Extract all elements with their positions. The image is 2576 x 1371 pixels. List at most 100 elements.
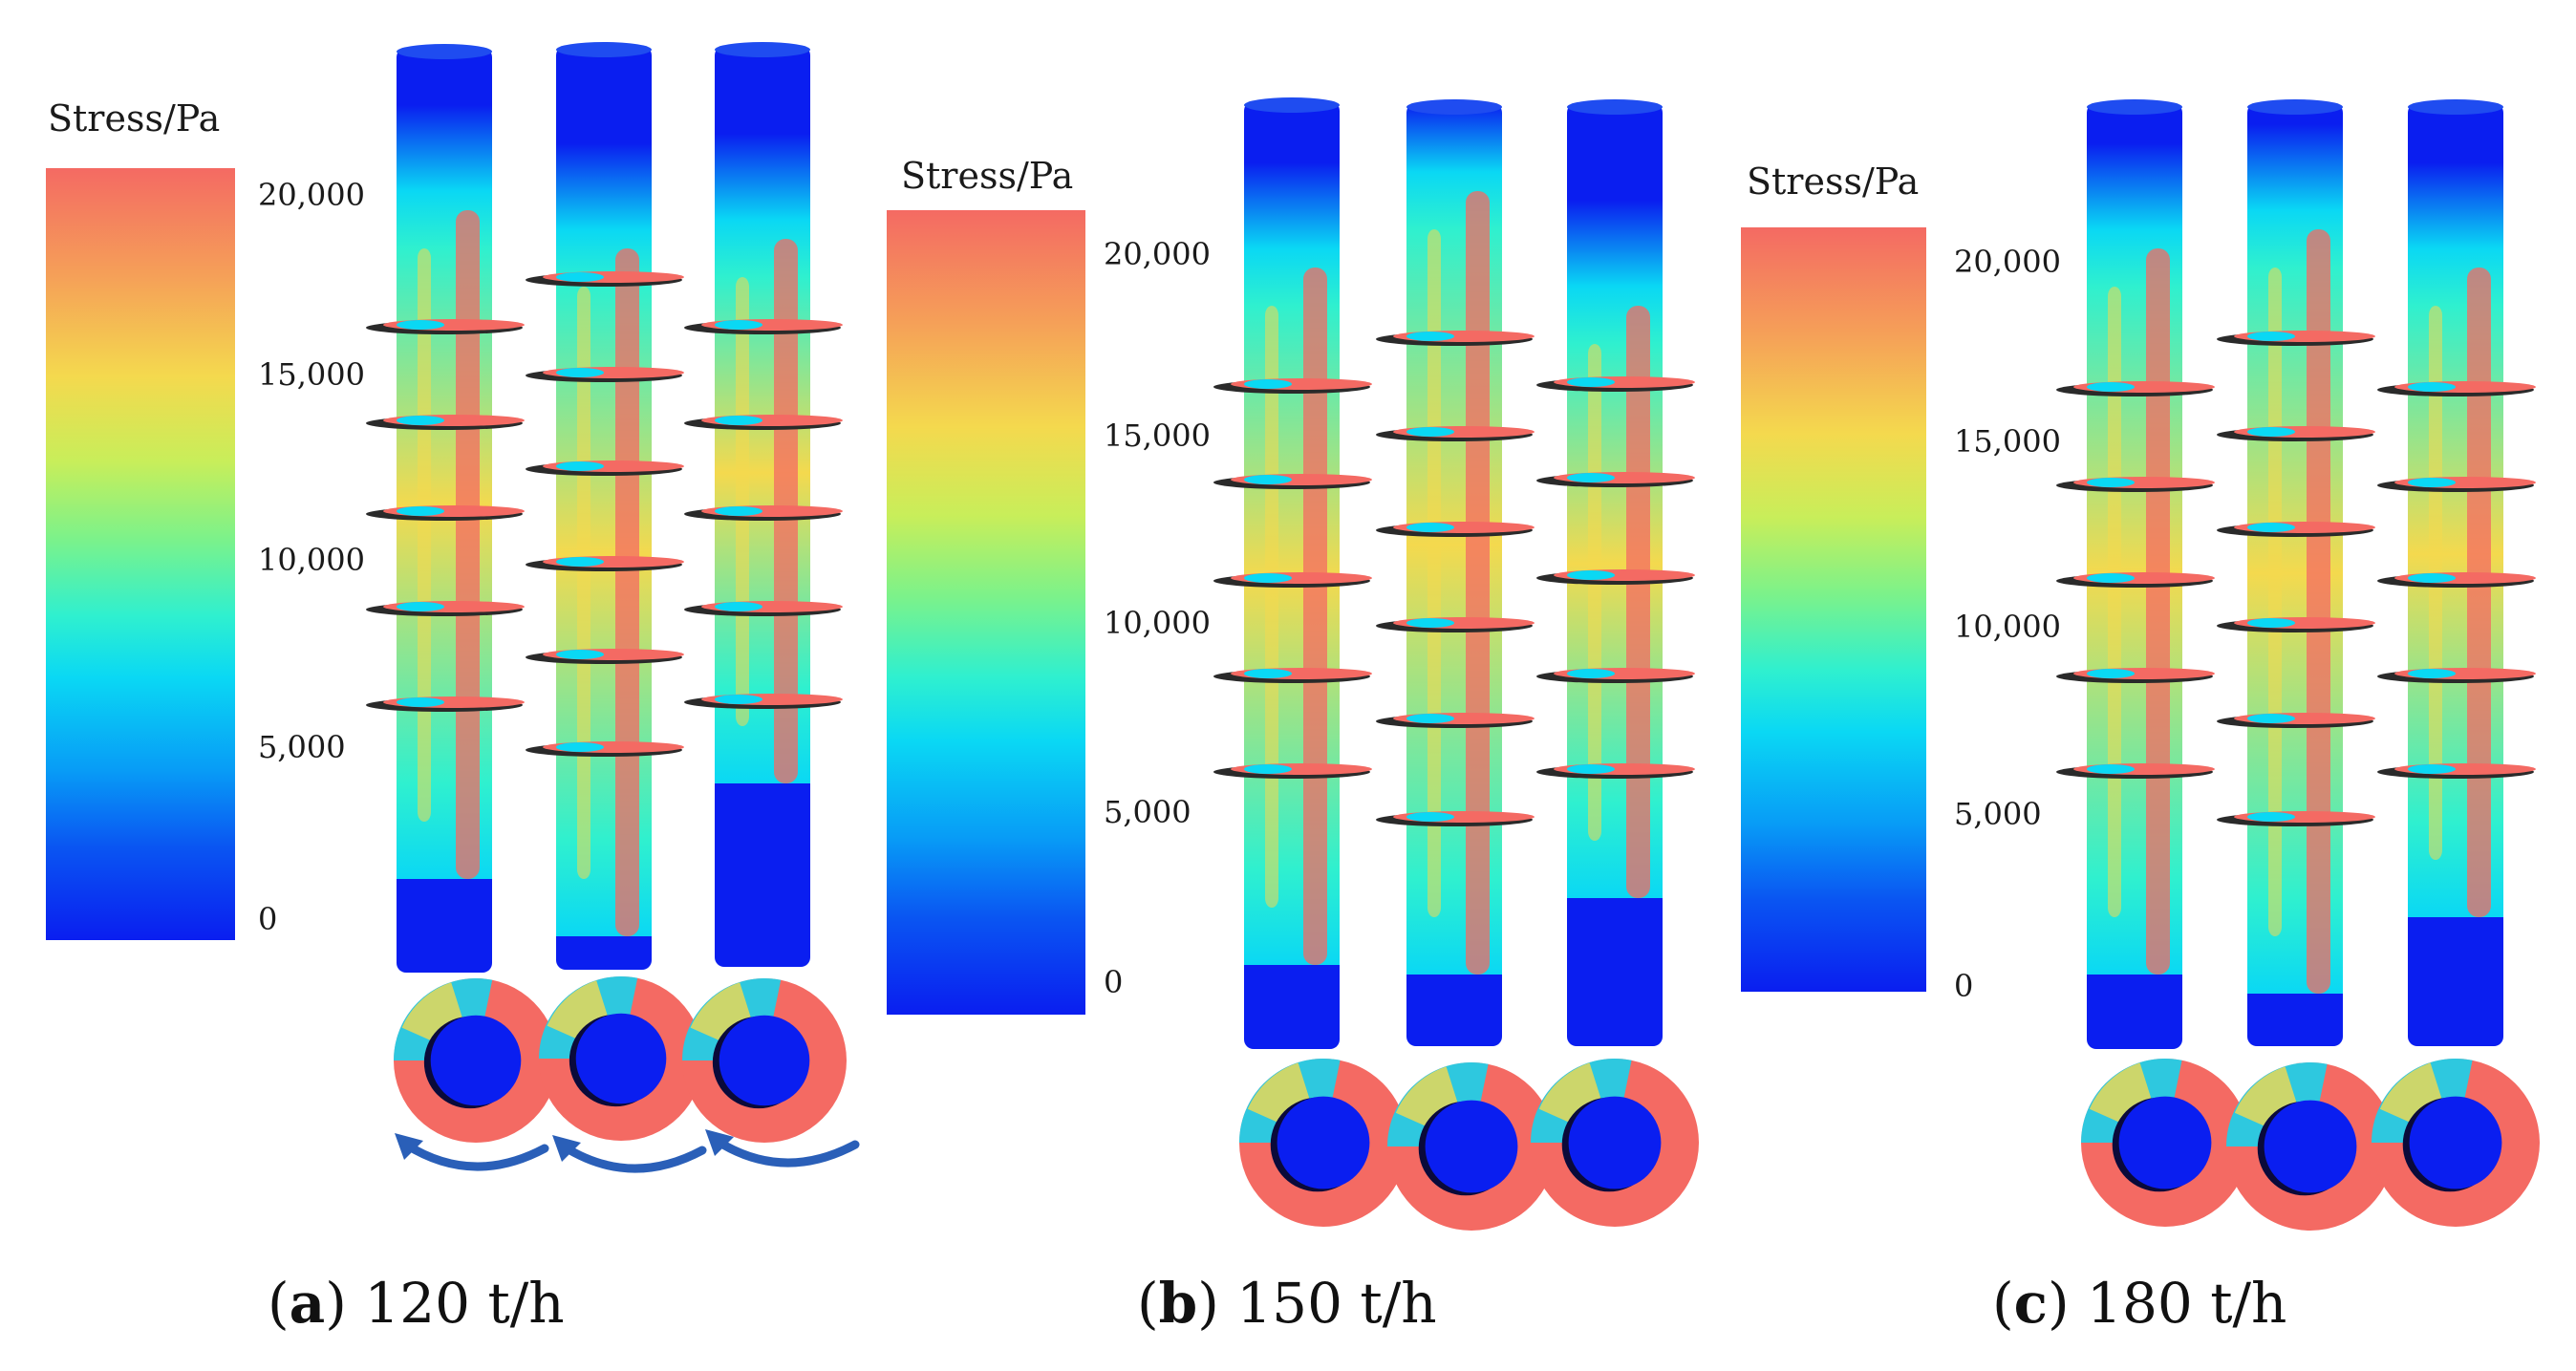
shaft-c-2-flight-2: [2217, 426, 2375, 441]
shaft-c-1-flight-3: [2056, 572, 2215, 588]
shaft-a-2-flight-5: [526, 649, 684, 664]
shaft-c-2-flight-4: [2217, 617, 2375, 632]
colorbar-a-tick-20000: 20,000: [258, 177, 365, 213]
shaft-c-1-flight-4: [2056, 668, 2215, 683]
shaft-a-3-flight-2: [684, 415, 843, 430]
shaft-a-1-flight-5: [366, 696, 525, 712]
shaft-a-3-flight-4: [684, 601, 843, 616]
shaft-a-1: [366, 44, 525, 973]
caption-c-label: 180 t/h: [2087, 1271, 2287, 1336]
colorbar-b-tick-5000: 5,000: [1104, 794, 1191, 830]
caption-a: (a) 120 t/h: [268, 1271, 565, 1336]
shaft-b-3-flight-3: [1536, 569, 1695, 585]
caption-c: (c) 180 t/h: [1992, 1271, 2287, 1336]
cross-section-c-3: [2372, 1058, 2540, 1227]
colorbar-a-tick-5000: 5,000: [258, 729, 346, 765]
colorbar-c-tick-5000: 5,000: [1954, 796, 2042, 832]
shaft-a-1-flight-3: [366, 505, 525, 521]
shaft-b-2: [1376, 99, 1535, 1046]
colorbar-b-tick-10000: 10,000: [1104, 605, 1211, 641]
shaft-a-2-flight-3: [526, 461, 684, 476]
shaft-c-3-flight-4: [2377, 668, 2536, 683]
shaft-b-1-flight-2: [1213, 474, 1372, 489]
colorbar-b-tick-15000: 15,000: [1104, 418, 1211, 454]
shaft-a-2-flight-4: [526, 556, 684, 571]
colorbar-b-tick-20000: 20,000: [1104, 236, 1211, 272]
shaft-b-1-flight-5: [1213, 763, 1372, 779]
shaft-c-1-flight-5: [2056, 763, 2215, 779]
shaft-b-1-flight-1: [1213, 378, 1372, 394]
shaft-b-3-flight-1: [1536, 376, 1695, 392]
shaft-c-2-flight-6: [2217, 811, 2375, 826]
shaft-b-2-flight-3: [1376, 522, 1535, 537]
caption-a-label: 120 t/h: [364, 1271, 565, 1336]
shaft-b-1-flight-4: [1213, 668, 1372, 683]
cross-section-b-1: [1239, 1058, 1407, 1227]
cross-section-b-2: [1387, 1061, 1556, 1231]
colorbar-c-tick-15000: 15,000: [1954, 423, 2061, 460]
shaft-c-3: [2377, 99, 2536, 1046]
cross-section-a-2: [539, 975, 703, 1141]
caption-a-letter: a: [289, 1271, 326, 1336]
shaft-a-1-flight-1: [366, 319, 525, 334]
shaft-c-3-flight-1: [2377, 381, 2536, 396]
rotation-arrow-a-1: [395, 1133, 549, 1171]
shaft-a-3-flight-5: [684, 694, 843, 709]
colorbar-a-tick-15000: 15,000: [258, 356, 365, 393]
shaft-b-2-flight-1: [1376, 331, 1535, 346]
shaft-c-3-flight-5: [2377, 763, 2536, 779]
colorbar-b: [887, 210, 1085, 1015]
colorbar-a-tick-10000: 10,000: [258, 542, 365, 578]
caption-b-label: 150 t/h: [1236, 1271, 1437, 1336]
shaft-b-2-flight-4: [1376, 617, 1535, 632]
shaft-b-2-flight-5: [1376, 713, 1535, 728]
shaft-c-1-flight-2: [2056, 477, 2215, 492]
shaft-b-3: [1536, 99, 1695, 1046]
cross-section-a-3: [682, 977, 847, 1143]
colorbar-c-tick-10000: 10,000: [1954, 609, 2061, 645]
colorbar-title-a: Stress/Pa: [48, 97, 221, 139]
caption-b: (b) 150 t/h: [1137, 1271, 1437, 1336]
shaft-a-3-flight-3: [684, 505, 843, 521]
colorbar-c-tick-0: 0: [1954, 968, 1974, 1004]
colorbar-a: [46, 168, 235, 940]
cross-section-c-1: [2081, 1058, 2249, 1227]
caption-b-letter: b: [1158, 1271, 1198, 1336]
shaft-b-1-flight-3: [1213, 572, 1372, 588]
cross-section-b-3: [1531, 1058, 1699, 1227]
shaft-c-2-flight-1: [2217, 331, 2375, 346]
shaft-b-3-flight-2: [1536, 472, 1695, 487]
shaft-b-3-flight-4: [1536, 668, 1695, 683]
shaft-a-2-flight-2: [526, 367, 684, 382]
colorbar-c-tick-20000: 20,000: [1954, 244, 2061, 280]
colorbar-b-tick-0: 0: [1104, 964, 1124, 1000]
shaft-c-1-flight-1: [2056, 381, 2215, 396]
shaft-c-2-flight-5: [2217, 713, 2375, 728]
colorbar-a-tick-0: 0: [258, 901, 278, 937]
shaft-c-2-flight-3: [2217, 522, 2375, 537]
shaft-b-2-flight-6: [1376, 811, 1535, 826]
colorbar-title-c: Stress/Pa: [1747, 161, 1920, 203]
rotation-arrow-a-2: [552, 1135, 707, 1173]
shaft-a-2-flight-6: [526, 741, 684, 757]
cross-section-c-2: [2226, 1061, 2394, 1231]
colorbar-c: [1741, 227, 1926, 992]
shaft-a-1-flight-4: [366, 601, 525, 616]
shaft-b-3-flight-5: [1536, 763, 1695, 779]
shaft-a-2: [526, 42, 684, 970]
colorbar-title-b: Stress/Pa: [901, 155, 1074, 197]
shaft-b-2-flight-2: [1376, 426, 1535, 441]
shaft-a-2-flight-1: [526, 271, 684, 287]
shaft-a-3: [684, 42, 843, 967]
shaft-c-2: [2217, 99, 2375, 1046]
cross-section-a-1: [394, 977, 558, 1143]
shaft-c-3-flight-2: [2377, 477, 2536, 492]
shaft-b-1: [1213, 97, 1372, 1049]
shaft-c-3-flight-3: [2377, 572, 2536, 588]
shaft-c-1: [2056, 99, 2215, 1049]
rotation-arrow-a-3: [705, 1129, 860, 1167]
